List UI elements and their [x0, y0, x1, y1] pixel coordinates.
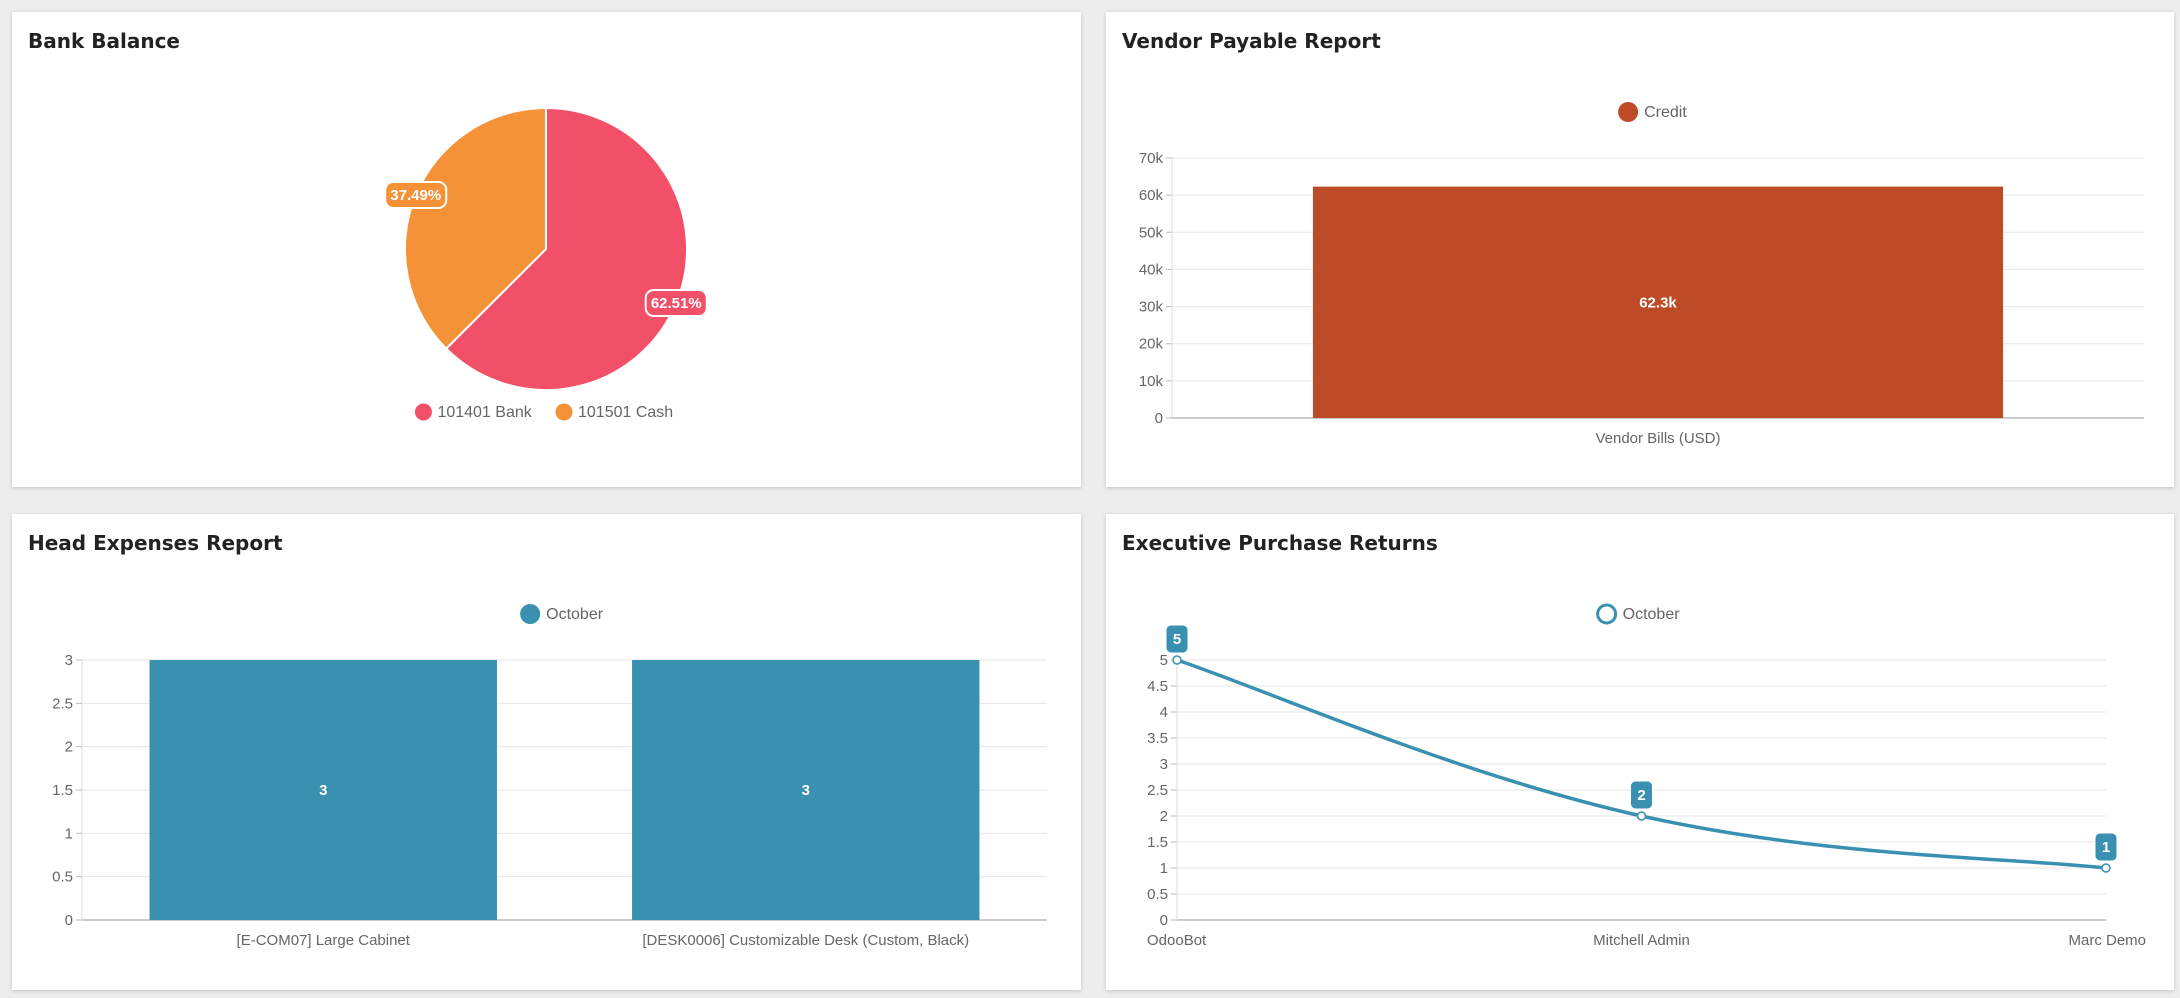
- bank-balance-card: Bank Balance 62.51% 37.49% 101401 Bank 1015…: [12, 12, 1081, 487]
- y-tick-label: 30k: [1139, 299, 1164, 316]
- y-tick-label: 1.5: [1147, 834, 1168, 851]
- x-tick-label: [E-COM07] Large Cabinet: [237, 932, 411, 949]
- y-tick-label: 4: [1160, 704, 1168, 721]
- y-tick-label: 3.5: [1147, 730, 1168, 747]
- bar: [149, 660, 497, 920]
- x-tick-label: OdooBot: [1147, 932, 1207, 949]
- y-tick-label: 4.5: [1147, 678, 1168, 695]
- y-tick-label: 1.5: [52, 782, 73, 799]
- y-tick-label: 70k: [1139, 150, 1164, 167]
- x-tick-label: [DESK0006] Customizable Desk (Custom, Bl…: [642, 932, 969, 949]
- legend-label: Credit: [1644, 104, 1687, 121]
- head-expenses-chart: October 0 0.5 1 1.5 2 2.5 3 3 [E-COM07] Large Cab…: [52, 604, 1047, 949]
- bar-value-label: 62.3k: [1639, 294, 1677, 311]
- data-point: [1636, 811, 1647, 821]
- legend-marker: [1618, 102, 1639, 122]
- y-tick-label: 20k: [1139, 336, 1164, 353]
- vendor-payable-title: Vendor Payable Report: [1122, 29, 1381, 53]
- y-tick-label: 1: [1160, 860, 1168, 877]
- bar: [632, 660, 980, 920]
- legend-label: 101401 Bank: [437, 404, 532, 421]
- x-tick-label: Marc Demo: [2068, 932, 2146, 949]
- data-label-box: [1165, 624, 1189, 654]
- purchase-returns-title: Executive Purchase Returns: [1122, 531, 1438, 555]
- y-tick-label: 3: [1160, 756, 1168, 773]
- bank-balance-title: Bank Balance: [28, 29, 180, 53]
- y-tick-label: 2: [65, 739, 73, 756]
- y-tick-label: 0: [1160, 912, 1168, 929]
- legend-label: 101501 Cash: [578, 404, 673, 421]
- y-tick-label: 0.5: [52, 869, 73, 886]
- legend-marker: [414, 403, 432, 421]
- purchase-returns-card: Executive Purchase Returns October 0 0.5 1 1…: [1106, 514, 2174, 990]
- y-tick-label: 10k: [1139, 373, 1164, 390]
- legend-label: October: [1623, 606, 1681, 623]
- vendor-payable-card: Vendor Payable Report Credit 0 10k 20k 30k 40…: [1106, 12, 2174, 487]
- y-tick-label: 60k: [1139, 187, 1164, 204]
- y-tick-label: 40k: [1139, 261, 1164, 278]
- pie-label-box: [384, 181, 448, 210]
- y-tick-label: 1: [65, 825, 73, 842]
- x-tick-label: Mitchell Admin: [1593, 932, 1690, 949]
- y-tick-label: 3: [65, 652, 73, 669]
- y-tick-label: 2.5: [1147, 782, 1168, 799]
- legend-marker: [555, 403, 573, 421]
- y-tick-label: 0: [1155, 410, 1163, 427]
- x-tick-label: Vendor Bills (USD): [1595, 430, 1720, 447]
- y-tick-label: 5: [1160, 652, 1168, 669]
- purchase-returns-chart: October 0 0.5 1 1.5 2 2.5 3 3.5 4 4.5 55 OdooBot 2 Mit…: [1147, 603, 2146, 949]
- vendor-payable-chart: Credit 0 10k 20k 30k 40k 50k 60k 70k 62.3k Vendor …: [1139, 102, 2144, 447]
- bar-value-label: 3: [802, 782, 810, 799]
- data-value-label: 2: [1637, 787, 1645, 804]
- legend-marker: [520, 604, 541, 624]
- data-value-label: 1: [2102, 839, 2110, 856]
- bar: [1312, 186, 2004, 418]
- y-tick-label: 2: [1160, 808, 1168, 825]
- pie-label-box: [644, 288, 708, 317]
- pie-value-label: 62.51%: [651, 295, 702, 312]
- data-value-label: 5: [1173, 631, 1181, 648]
- legend-label: October: [546, 606, 604, 623]
- pie-value-label: 37.49%: [390, 187, 441, 204]
- y-tick-label: 2.5: [52, 695, 73, 712]
- y-tick-label: 50k: [1139, 224, 1164, 241]
- data-label-box: [2094, 832, 2118, 862]
- y-tick-label: 0: [65, 912, 73, 929]
- data-point: [2101, 863, 2111, 873]
- legend-marker: [1596, 603, 1618, 625]
- bank-balance-chart: 62.51% 37.49% 101401 Bank 101501 Cash: [384, 106, 708, 421]
- data-point: [1172, 655, 1182, 665]
- head-expenses-card: Head Expenses Report October 0 0.5 1 1.5 2 2.5…: [12, 514, 1081, 990]
- bar-value-label: 3: [319, 782, 327, 799]
- y-tick-label: 0.5: [1147, 886, 1168, 903]
- head-expenses-title: Head Expenses Report: [28, 531, 283, 555]
- data-label-box: [1630, 780, 1653, 810]
